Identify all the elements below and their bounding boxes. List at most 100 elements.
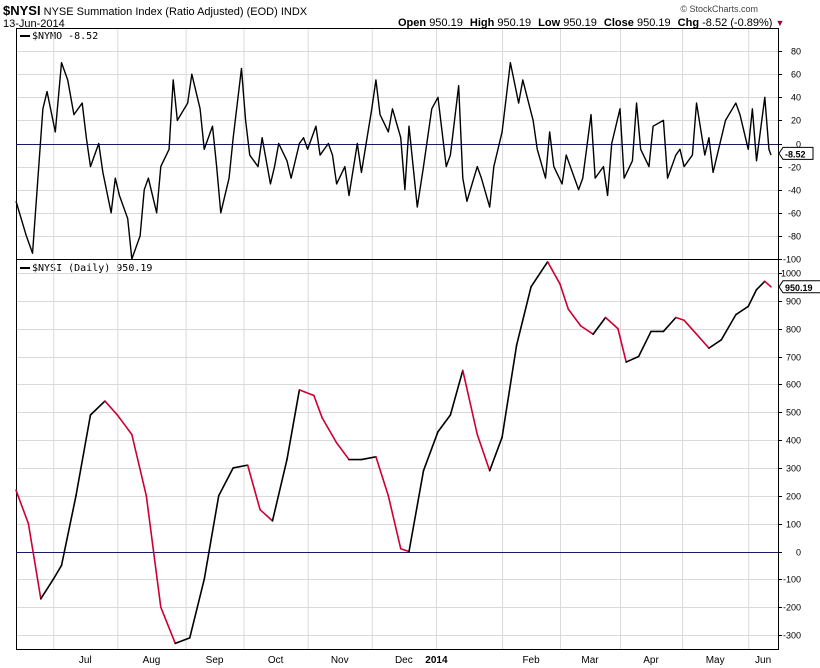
month-tick-label: Jun [755,655,771,666]
nysi-segment [399,547,410,553]
y-tick-label: -80 [788,232,801,242]
nysi-segment [755,280,766,291]
nysi-segment [131,433,148,497]
low-label: Low [538,17,561,29]
nysi-segment [15,489,30,525]
nysi-segment [530,260,549,288]
nysi-segment [720,313,737,341]
nysi-segment [437,414,452,433]
y-tick-label: 600 [786,380,801,390]
month-tick-label: Aug [143,655,161,666]
ohlc-bar: Open 950.19 High 950.19 Low 950.19 Close… [398,17,784,29]
axis-layer: Jul Aug Sep Oct Nov Dec 2014 Feb Mar Apr May Jun 80 6… [79,47,820,666]
nysi-segment [246,464,261,511]
month-tick-label: Nov [331,655,349,666]
nysi-segment [408,469,425,553]
month-tick-label: May [706,655,725,666]
last-value-box [778,146,814,160]
exchange-label: INDX [280,6,308,18]
y-tick-label: 0 [796,140,801,150]
legend-swatch-icon [20,267,30,269]
nysi-segment [579,325,594,336]
nysi-segment [259,508,274,522]
chart-title-line: $NYSI NYSE Summation Index (Ratio Adjust… [3,3,307,18]
last-value-label: 950.19 [785,283,813,293]
nysi-segment [617,327,628,363]
nysi-segment [476,433,491,472]
y-tick-label: -40 [788,186,801,196]
nysi-segment [683,319,698,336]
chg-value: -8.52 (-0.89%) [702,17,773,29]
last-value-marker: -8.52 [778,146,814,160]
nysi-segment [174,637,191,645]
legend-swatch-icon [20,35,30,37]
nysi-segment [89,400,106,416]
nysi-segment [604,316,619,330]
nysi-segment [321,416,338,444]
nysi-segment [747,288,758,308]
nysi-segment [488,436,503,472]
y-tick-label: 200 [786,492,801,502]
month-tick-label: 2014 [425,655,448,666]
nysi-segment [104,400,119,416]
nysi-segment [501,344,518,439]
high-label: High [469,17,495,29]
y-tick-label: 300 [786,464,801,474]
last-value-box [778,280,820,294]
nysi-segment [145,494,162,609]
y-tick-label: 60 [791,70,801,80]
nysi-segment [675,316,685,322]
month-tick-label: Jul [79,655,92,666]
nysi-segment [75,414,92,497]
nysi-segment [60,494,77,567]
nysi-segment [559,283,570,310]
nysi-segment [271,458,288,522]
last-value-label: -8.52 [785,149,806,159]
nysi-segment [763,280,772,288]
nysi-segment [662,316,677,333]
last-value-marker: 950.19 [778,280,820,294]
nysi-segment [217,467,234,497]
y-tick-label: -20 [788,163,801,173]
y-tick-label: -300 [783,631,801,641]
nysi-legend: $NYSI (Daily) 950.19 [20,263,152,274]
index-name: NYSE Summation Index (Ratio Adjusted) (E… [43,6,278,18]
y-tick-label: 40 [791,93,801,103]
month-tick-label: Dec [395,655,413,666]
y-tick-label: -60 [788,209,801,219]
nysi-segment [298,389,315,397]
month-tick-label: Oct [268,655,284,666]
month-tick-label: Feb [522,655,540,666]
nysi-segment [375,455,390,497]
nysi-segment [335,442,350,461]
y-tick-label: -200 [783,603,801,613]
y-tick-label: 400 [786,436,801,446]
nysi-segment [286,389,301,461]
month-tick-label: Mar [581,655,599,666]
chg-label: Chg [677,17,700,29]
y-tick-label: 0 [796,548,801,558]
nysi-segment [515,286,532,347]
nysi-segment [625,355,640,363]
series-layer [15,61,778,645]
nysi-segment [708,338,723,349]
nysi-segment [637,330,652,358]
nysi-segment [313,394,323,419]
nysi-segment [387,494,402,550]
y-tick-label: 700 [786,353,801,363]
y-tick-label: 900 [786,297,801,307]
y-tick-label: -100 [783,255,801,265]
low-value: 950.19 [563,17,597,29]
nysi-segment [188,578,206,639]
open-label: Open [398,17,427,29]
y-tick-label: 80 [791,47,801,57]
nysi-segment [116,414,133,436]
high-value: 950.19 [497,17,532,29]
pane-frame [16,259,779,650]
nysi-segment [52,564,63,581]
nysi-segment [735,305,750,316]
month-tick-label: Sep [206,655,224,666]
nysi-segment [360,455,377,461]
brand-watermark: © StockCharts.com [680,4,758,14]
